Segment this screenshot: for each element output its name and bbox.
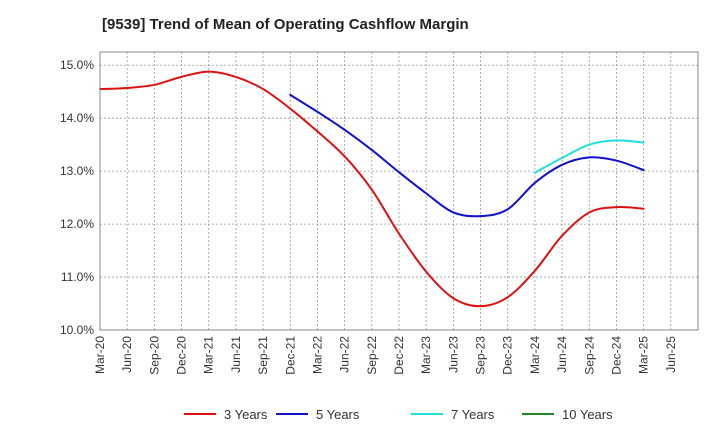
series-lines: [99, 70, 645, 308]
x-tick-label: Mar-23: [419, 336, 433, 374]
y-tick-label: 11.0%: [61, 270, 94, 284]
y-tick-label: 14.0%: [60, 111, 94, 125]
x-tick-label: Mar-24: [528, 336, 542, 374]
legend-label-3-years: 3 Years: [224, 407, 268, 422]
legend-label-10-years: 10 Years: [562, 407, 613, 422]
legend: 3 Years 5 Years 7 Years 10 Years: [184, 407, 613, 422]
plot-frame: [99, 51, 699, 331]
x-tick-label: Jun-24: [555, 336, 569, 373]
series-line-3-years: [99, 70, 645, 308]
y-axis-ticks: 10.0% 11.0% 12.0% 13.0% 14.0% 15.0%: [60, 58, 94, 337]
x-tick-label: Mar-22: [310, 336, 324, 374]
x-tick-label: Jun-21: [229, 336, 243, 373]
x-tick-label: Jun-23: [446, 336, 460, 373]
legend-label-7-years: 7 Years: [451, 407, 495, 422]
x-tick-label: Mar-20: [93, 336, 107, 374]
x-tick-label: Jun-25: [664, 336, 678, 373]
series-line-5-years: [289, 93, 645, 218]
x-tick-label: Dec-24: [609, 336, 623, 375]
plot-background: [100, 52, 698, 330]
x-tick-label: Jun-22: [338, 336, 352, 373]
x-tick-label: Dec-21: [283, 336, 297, 375]
y-tick-label: 13.0%: [60, 164, 94, 178]
x-tick-label: Dec-22: [392, 336, 406, 375]
x-axis-ticks: Mar-20 Jun-20 Sep-20 Dec-20 Mar-21 Jun-21 Sep-…: [93, 336, 678, 375]
legend-label-5-years: 5 Years: [316, 407, 360, 422]
x-tick-label: Sep-21: [256, 336, 270, 375]
x-tick-label: Jun-20: [120, 336, 134, 373]
x-tick-label: Sep-23: [474, 336, 488, 375]
y-tick-label: 12.0%: [60, 217, 94, 231]
y-tick-label: 10.0%: [60, 323, 94, 337]
x-tick-label: Sep-22: [365, 336, 379, 375]
x-tick-label: Mar-21: [202, 336, 216, 374]
x-tick-label: Sep-24: [582, 336, 596, 375]
x-tick-label: Dec-23: [501, 336, 515, 375]
series-line-7-years: [533, 139, 645, 174]
x-tick-label: Dec-20: [175, 336, 189, 375]
x-tick-label: Mar-25: [637, 336, 651, 374]
chart-title: [9539] Trend of Mean of Operating Cashfl…: [102, 16, 469, 33]
x-tick-label: Sep-20: [147, 336, 161, 375]
y-tick-label: 15.0%: [60, 58, 94, 72]
